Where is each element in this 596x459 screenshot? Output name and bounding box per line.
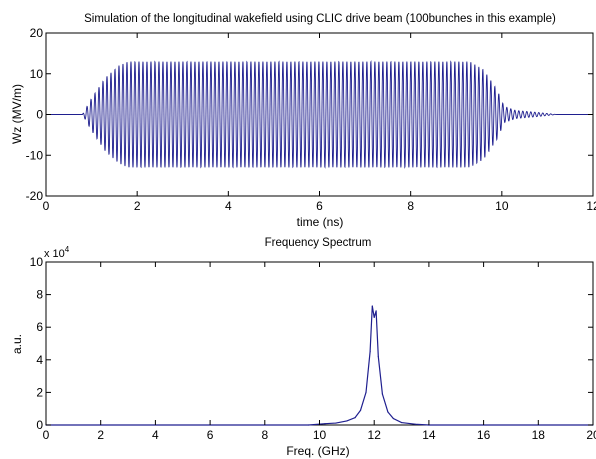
y-tick-label: 8: [36, 288, 43, 302]
y-axis-label: Wz (MV/m): [10, 84, 24, 144]
spectrum-point: [346, 420, 348, 422]
x-tick-label: 20: [586, 428, 596, 442]
x-tick-label: 6: [207, 428, 214, 442]
x-tick-label: 4: [225, 199, 232, 213]
y-axis-multiplier: x 104: [44, 245, 70, 260]
x-tick-label: 10: [495, 199, 509, 213]
y-tick-label: 0: [36, 418, 43, 432]
chart-title: Frequency Spectrum: [265, 237, 372, 249]
x-axis-label: Freq. (GHz): [286, 444, 349, 458]
y-tick-label: -10: [26, 148, 44, 162]
spectrum-point: [335, 422, 337, 424]
x-tick-label: 4: [152, 428, 159, 442]
y-tick-label: 2: [36, 385, 43, 399]
y-tick-label: 0: [36, 108, 43, 122]
x-tick-label: 8: [407, 199, 414, 213]
x-tick-label: 6: [316, 199, 323, 213]
wakefield-chart: Simulation of the longitudinal wakefield…: [10, 13, 596, 229]
x-axis-ticks: 0 2 4 6 8 10 12: [43, 33, 596, 213]
spectrum-point: [373, 316, 375, 319]
spectrum-point: [387, 411, 389, 413]
spectrum-point: [365, 391, 367, 393]
y-multiplier-base: x 10: [44, 248, 65, 260]
spectrum-line: [45, 305, 594, 426]
y-axis-ticks: 0 2 4 6 8 10: [30, 255, 593, 432]
plot-area: [45, 261, 594, 426]
y-tick-label: -20: [26, 189, 44, 203]
spectrum-chart: Frequency Spectrum 0 2 4 6 8 10 12 14 16 18 20 0 2 4…: [10, 237, 596, 458]
spectrum-point: [392, 417, 394, 420]
x-tick-label: 12: [368, 428, 382, 442]
x-axis-label: time (ns): [297, 215, 344, 229]
x-tick-label: 12: [586, 199, 596, 213]
spectrum-point: [400, 421, 403, 424]
y-axis-ticks: -20 -10 0 10 20: [26, 26, 593, 203]
x-tick-label: 10: [313, 428, 327, 442]
spectrum-point: [377, 355, 379, 358]
y-axis-label: a.u.: [10, 334, 24, 354]
spectrum-point: [381, 393, 383, 395]
wakefield-signal: [46, 60, 593, 169]
chart-title: Simulation of the longitudinal wakefield…: [84, 13, 556, 25]
x-tick-label: 0: [43, 428, 50, 442]
x-tick-label: 2: [134, 199, 141, 213]
y-tick-label: 4: [36, 353, 43, 367]
spectrum-point: [354, 417, 356, 419]
spectrum-point: [359, 409, 362, 411]
x-axis-ticks: 0 2 4 6 8 10 12 14 16 18 20: [43, 262, 596, 442]
y-tick-label: 6: [36, 320, 43, 334]
y-tick-label: 20: [30, 26, 44, 40]
x-tick-label: 2: [97, 428, 104, 442]
y-tick-label: 10: [30, 255, 44, 269]
x-tick-label: 16: [477, 428, 491, 442]
spectrum-point: [324, 423, 326, 425]
spectrum-point: [307, 424, 310, 426]
spectrum-series: [46, 305, 593, 426]
x-tick-label: 14: [422, 428, 436, 442]
x-tick-label: 8: [261, 428, 268, 442]
spectrum-point: [414, 423, 416, 425]
x-tick-label: 18: [532, 428, 546, 442]
spectrum-point: [371, 305, 373, 307]
y-tick-label: 10: [30, 67, 44, 81]
spectrum-point: [375, 310, 377, 312]
spectrum-point: [369, 351, 371, 353]
x-tick-label: 0: [43, 199, 50, 213]
y-multiplier-exponent: 4: [65, 245, 70, 254]
wakefield-line: [46, 60, 593, 169]
